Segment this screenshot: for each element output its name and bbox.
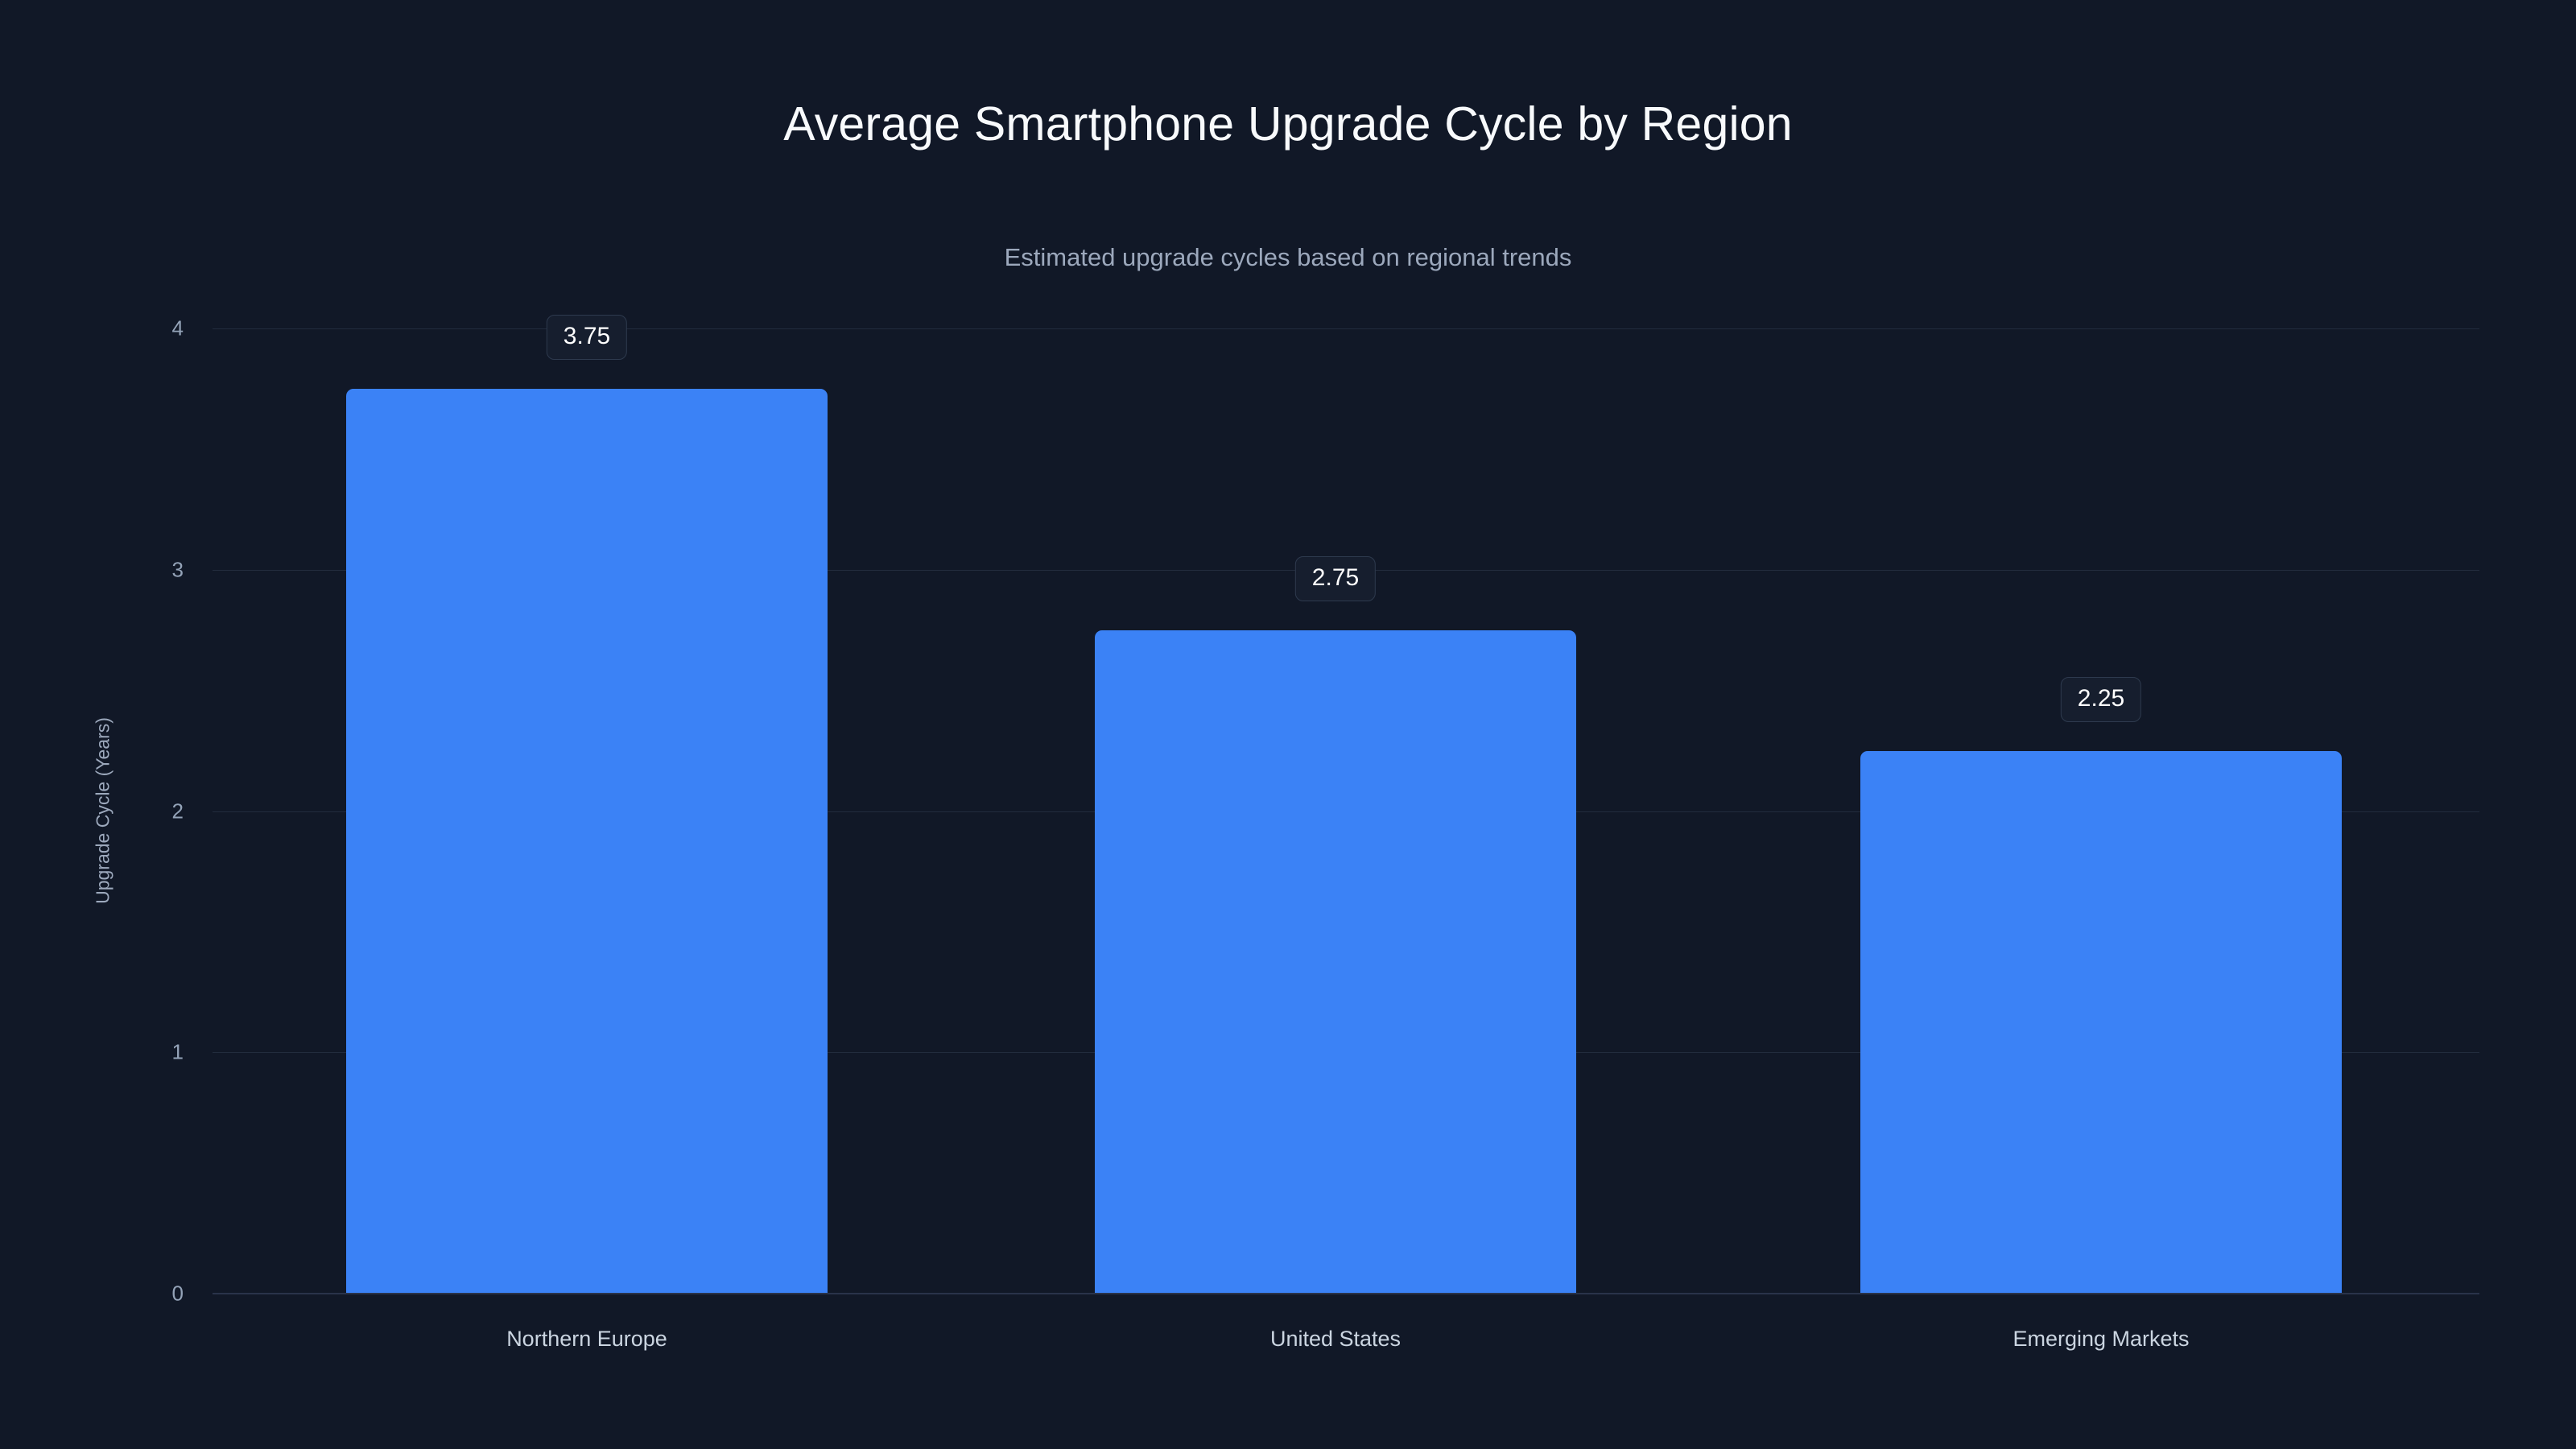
plot-area [213, 328, 2479, 1294]
chart-title: Average Smartphone Upgrade Cycle by Regi… [783, 97, 1793, 151]
gridline [213, 328, 2479, 329]
bar-value-label: 3.75 [546, 314, 628, 360]
y-tick-label: 2 [171, 799, 184, 823]
bar-value-label: 2.75 [1294, 555, 1377, 601]
chart-subtitle: Estimated upgrade cycles based on region… [1004, 243, 1572, 271]
bar[interactable] [1095, 630, 1576, 1294]
bar[interactable] [1860, 750, 2342, 1294]
y-tick-label: 4 [171, 316, 184, 341]
y-tick-label: 1 [171, 1039, 184, 1064]
x-tick-label: Emerging Markets [2013, 1327, 2190, 1351]
y-tick-label: 0 [171, 1281, 184, 1306]
y-tick-label: 3 [171, 557, 184, 582]
bar-value-label: 2.25 [2060, 676, 2142, 722]
x-tick-label: United States [1269, 1327, 1402, 1351]
bar[interactable] [346, 388, 828, 1294]
x-tick-label: Northern Europe [506, 1327, 667, 1351]
x-axis-line [213, 1293, 2479, 1294]
